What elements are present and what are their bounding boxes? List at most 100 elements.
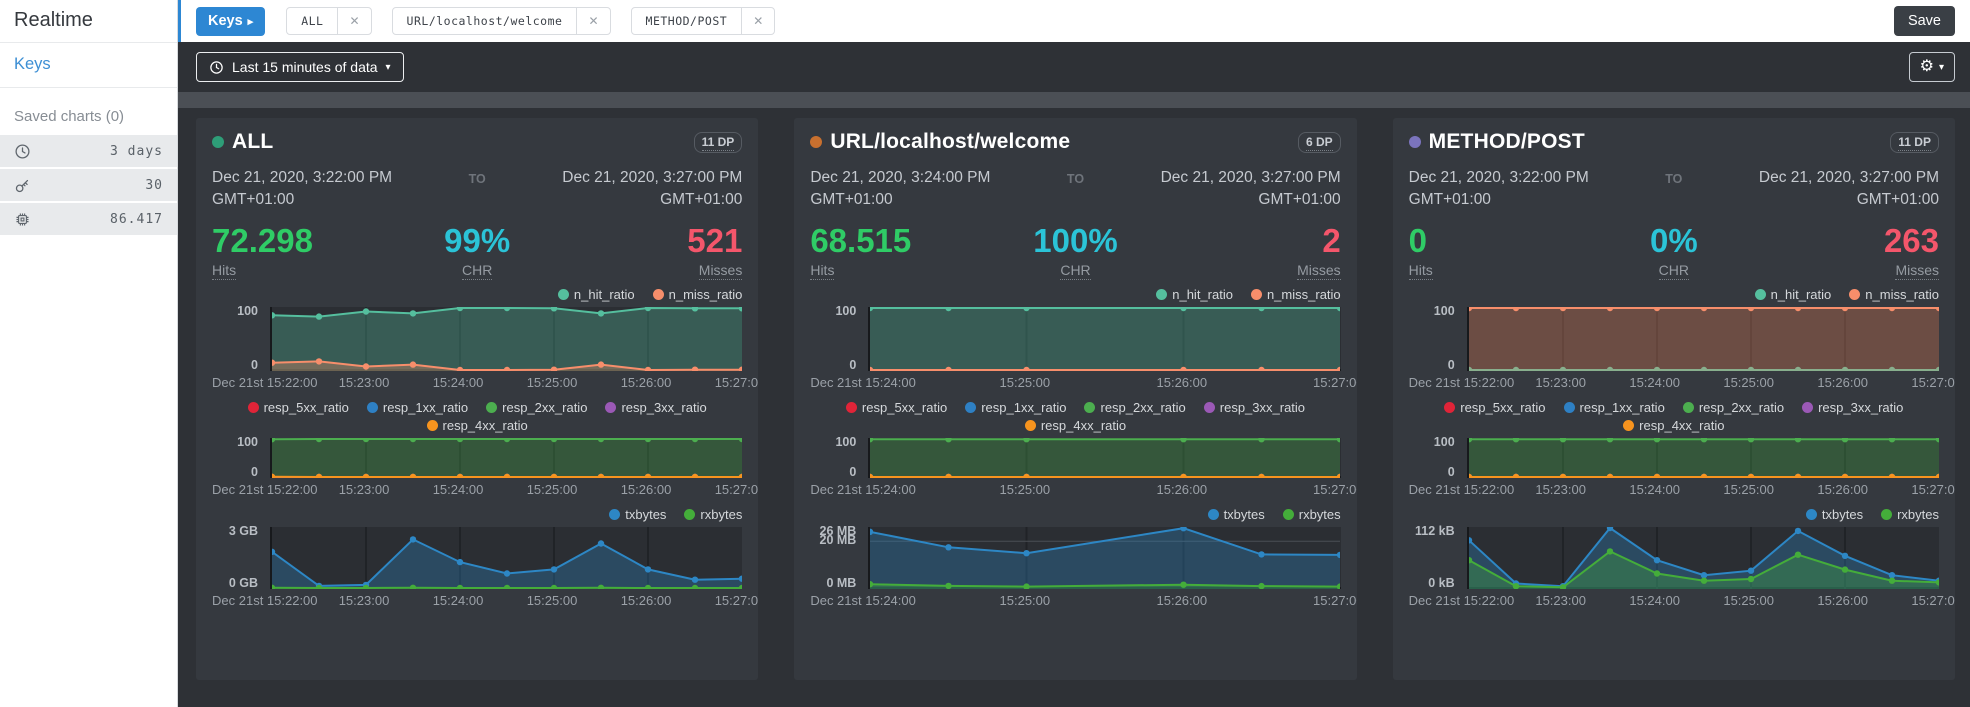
filter-chip-label: URL/localhost/welcome (406, 14, 563, 28)
legend-item-resp_5xx_ratio[interactable]: resp_5xx_ratio (247, 400, 349, 415)
legend-item-resp_1xx_ratio[interactable]: resp_1xx_ratio (965, 400, 1066, 415)
legend-label: resp_3xx_ratio (621, 399, 707, 415)
x-tick-label: 15:26:00 (1156, 592, 1208, 608)
legend-item-resp_1xx_ratio[interactable]: resp_1xx_ratio (366, 400, 468, 415)
settings-button[interactable]: ⚙ ▾ (1908, 52, 1955, 82)
date-from: Dec 21, 2020, 3:24:00 PM GMT+01:00 (810, 167, 1025, 212)
stat-value-text: 0% (1649, 221, 1698, 259)
series-color-dot (652, 288, 664, 300)
date-to-text: Dec 21, 2020, 3:27:00 PM (562, 169, 743, 186)
legend-label: resp_4xx_ratio (1639, 417, 1725, 433)
stat-misses: 2 Misses (1164, 222, 1341, 280)
chart-plot-row: 100 0 (237, 304, 743, 372)
panel-stats: 72.298 Hits 99% CHR 521 Misses (212, 221, 743, 280)
stat-value: 2 (1164, 222, 1340, 260)
legend-item-resp_4xx_ratio[interactable]: resp_4xx_ratio (1024, 418, 1126, 433)
legend-item-rxbytes[interactable]: rxbytes (684, 507, 742, 522)
legend-item-n_miss_ratio[interactable]: n_miss_ratio (1849, 287, 1939, 302)
legend-item-resp_2xx_ratio[interactable]: resp_2xx_ratio (486, 400, 587, 415)
legend-item-n_hit_ratio[interactable]: n_hit_ratio (1754, 287, 1831, 302)
legend-label: resp_1xx_ratio (981, 399, 1067, 415)
legend-item-resp_3xx_ratio[interactable]: resp_3xx_ratio (1802, 400, 1903, 415)
legend-item-resp_4xx_ratio[interactable]: resp_4xx_ratio (426, 418, 528, 433)
x-tick-label: 15:25:00 (526, 481, 578, 497)
series-color-dot (1802, 401, 1814, 413)
legend-item-n_miss_ratio[interactable]: n_miss_ratio (652, 287, 742, 302)
x-tick-label: 15:27:00 (1911, 481, 1955, 497)
legend-item-n_miss_ratio[interactable]: n_miss_ratio (1250, 287, 1341, 302)
stat-value-text: 68.515 (810, 221, 912, 259)
legend-item-resp_5xx_ratio[interactable]: resp_5xx_ratio (845, 399, 948, 415)
x-tick-label: 15:23:00 (1535, 481, 1586, 497)
datapoints-badge-text: 11 DP (1898, 134, 1931, 151)
legend-item-resp_5xx_ratio[interactable]: resp_5xx_ratio (1444, 400, 1546, 415)
panel-title: METHOD/POST (1428, 130, 1585, 153)
panel-header: ALL 11 DP (212, 130, 743, 154)
chart-resp-status-ratio: resp_5xx_ratio resp_1xx_ratio resp_2xx_rat… (810, 398, 1356, 498)
chart-legend: resp_5xx_ratio resp_1xx_ratio resp_2xx_rat… (212, 398, 742, 438)
gear-icon: ⚙ (1919, 58, 1934, 75)
legend-item-resp_1xx_ratio[interactable]: resp_1xx_ratio (1563, 400, 1665, 415)
stat-value-text: 99% (444, 221, 511, 259)
time-range-button[interactable]: Last 15 minutes of data ▾ (196, 52, 404, 82)
close-icon[interactable]: ✕ (576, 8, 609, 34)
chart-plot-row: 100 0 (835, 304, 1341, 372)
chart-plot-row: 100 0 (237, 435, 743, 479)
x-axis-labels: Dec 21st 15:22:00 15:23:00 15:24:00 15:25:0… (1409, 481, 1955, 498)
date-to-text: Dec 21, 2020, 3:27:00 PM (1758, 169, 1939, 186)
stat-misses: 263 Misses (1762, 222, 1939, 280)
x-tick-label: 15:27:00 (1313, 592, 1357, 608)
sidebar-stat-row: 86.417 (0, 203, 177, 235)
x-tick-label: 15:24:00 (1629, 592, 1680, 608)
legend-item-resp_2xx_ratio[interactable]: resp_2xx_ratio (1084, 400, 1186, 415)
stat-label: Misses (566, 261, 743, 280)
y-axis-labels: 100 0 (212, 303, 262, 372)
y-axis-labels: 26 MB 20 MB 0 MB (810, 524, 860, 590)
close-icon[interactable]: ✕ (741, 8, 774, 34)
x-tick-label: Dec 21st 15:22:00 (1408, 374, 1515, 390)
stat-value: 0% (1585, 222, 1762, 260)
legend-label: resp_2xx_ratio (502, 399, 588, 415)
chart-legend: txbytes rxbytes (1409, 505, 1939, 527)
stat-value: 72.298 (212, 222, 389, 260)
clock-icon (14, 142, 32, 160)
stat-label-text: Hits (810, 261, 835, 280)
chart-plot-row: 112 kB 0 kB (1415, 524, 1939, 590)
sidebar-item-keys[interactable]: Keys (0, 43, 177, 88)
save-button[interactable]: Save (1893, 6, 1955, 36)
filter-chip-label: ALL (301, 14, 324, 28)
x-tick-label: 15:24:00 (1629, 481, 1680, 497)
legend-label: resp_5xx_ratio (861, 399, 948, 415)
legend-item-n_hit_ratio[interactable]: n_hit_ratio (557, 287, 635, 302)
series-color-dot (1849, 288, 1861, 300)
x-tick-label: 15:24:00 (432, 374, 484, 390)
y-tick-label: 100 (237, 303, 258, 318)
chevron-down-icon: ▾ (1938, 61, 1944, 73)
keys-button[interactable]: Keys ▸ (196, 6, 266, 36)
panel-title: URL/localhost/welcome (830, 130, 1071, 153)
x-tick-label: 15:25:00 (999, 592, 1051, 608)
stat-hits: 72.298 Hits (212, 222, 389, 280)
stat-hits: 68.515 Hits (810, 221, 987, 280)
chart-legend: resp_5xx_ratio resp_1xx_ratio resp_2xx_rat… (810, 398, 1340, 438)
key-color-dot (212, 136, 224, 148)
legend-item-n_hit_ratio[interactable]: n_hit_ratio (1156, 287, 1233, 302)
legend-item-resp_3xx_ratio[interactable]: resp_3xx_ratio (1203, 400, 1305, 415)
legend-item-txbytes[interactable]: txbytes (1207, 507, 1265, 522)
legend-item-rxbytes[interactable]: rxbytes (1282, 507, 1341, 522)
legend-item-txbytes[interactable]: txbytes (609, 507, 666, 522)
datapoints-badge-text: 6 DP (1305, 134, 1333, 151)
chart-plot-area (1466, 437, 1939, 478)
series-color-dot (1084, 401, 1096, 413)
close-icon[interactable]: ✕ (337, 8, 370, 34)
stat-label-text: CHR (1658, 261, 1689, 280)
legend-item-resp_3xx_ratio[interactable]: resp_3xx_ratio (605, 399, 707, 415)
filter-chip-label: METHOD/POST (645, 14, 728, 28)
legend-item-resp_4xx_ratio[interactable]: resp_4xx_ratio (1623, 418, 1724, 433)
stat-misses: 521 Misses (566, 222, 743, 280)
legend-item-rxbytes[interactable]: rxbytes (1881, 507, 1939, 522)
legend-item-txbytes[interactable]: txbytes (1805, 507, 1863, 522)
chart-plot-row: 3 GB 0 GB (229, 524, 743, 590)
legend-item-resp_2xx_ratio[interactable]: resp_2xx_ratio (1682, 400, 1784, 415)
series-color-dot (1282, 508, 1294, 520)
